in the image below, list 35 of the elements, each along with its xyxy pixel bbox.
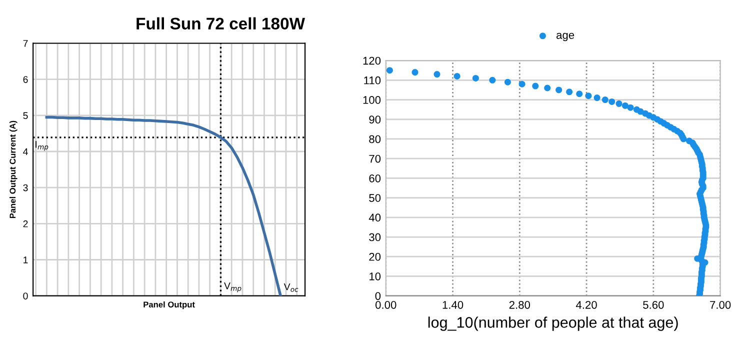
- x-tick-label: 5.60: [643, 300, 664, 309]
- annotation: V$_{mp}$: [224, 282, 242, 292]
- ref-line-label: I$_{mp}$: [36, 141, 48, 151]
- x-tick-label: 0.00: [375, 300, 396, 309]
- x-tick-label: 7.00: [710, 300, 731, 309]
- x-tick-label: 4.20: [576, 300, 597, 309]
- x-axis-title: Panel Output: [144, 301, 195, 310]
- y-tick-label: 6: [23, 76, 28, 83]
- y-tick-label: 1: [24, 256, 28, 264]
- y-tick-label: 80: [369, 135, 381, 144]
- y-tick-label: 40: [368, 214, 381, 222]
- x-tick-label: 2.80: [509, 300, 530, 309]
- y-tick-label: 50: [369, 194, 381, 202]
- y-tick-label: 100: [363, 96, 381, 104]
- y-tick-label: 20: [369, 252, 381, 261]
- x-axis-title: log_10(number of people at that age): [428, 316, 678, 331]
- y-tick-label: 90: [369, 116, 381, 124]
- y-tick-label: 4: [23, 148, 28, 156]
- y-tick-label: 60: [369, 174, 381, 182]
- y-tick-label: 0: [375, 292, 381, 300]
- y-tick-label: 2: [23, 220, 28, 228]
- y-tick-label: 70: [369, 154, 381, 163]
- x-tick-label: 1.40: [442, 300, 464, 309]
- y-tick-label: 10: [370, 272, 381, 280]
- y-tick-label: 110: [364, 76, 381, 84]
- legend-label: age: [556, 32, 574, 42]
- y-tick-label: 0: [23, 292, 28, 300]
- y-tick-label: 30: [369, 233, 381, 242]
- annotation: V$_{oc}$: [284, 283, 298, 292]
- y-tick-label: 7: [23, 40, 28, 47]
- y-tick-label: 3: [23, 184, 28, 192]
- chart-title: Full Sun 72 cell 180W: [136, 17, 306, 30]
- y-tick-label: 120: [363, 56, 381, 65]
- y-axis-title: Panel Output Current (A): [9, 120, 18, 218]
- y-tick-label: 5: [23, 112, 28, 120]
